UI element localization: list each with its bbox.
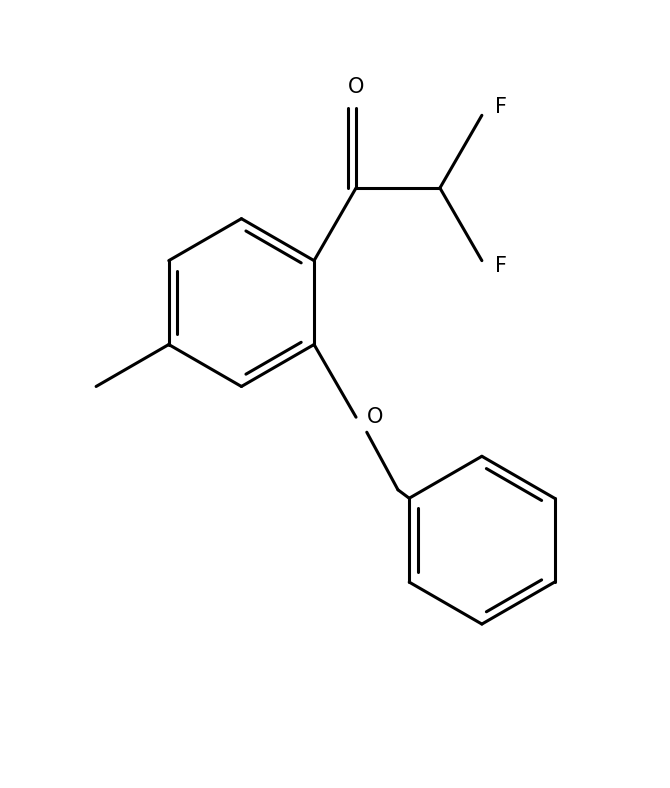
Text: O: O — [367, 407, 384, 427]
Text: F: F — [495, 256, 507, 276]
Text: O: O — [348, 76, 364, 97]
Text: F: F — [495, 97, 507, 117]
